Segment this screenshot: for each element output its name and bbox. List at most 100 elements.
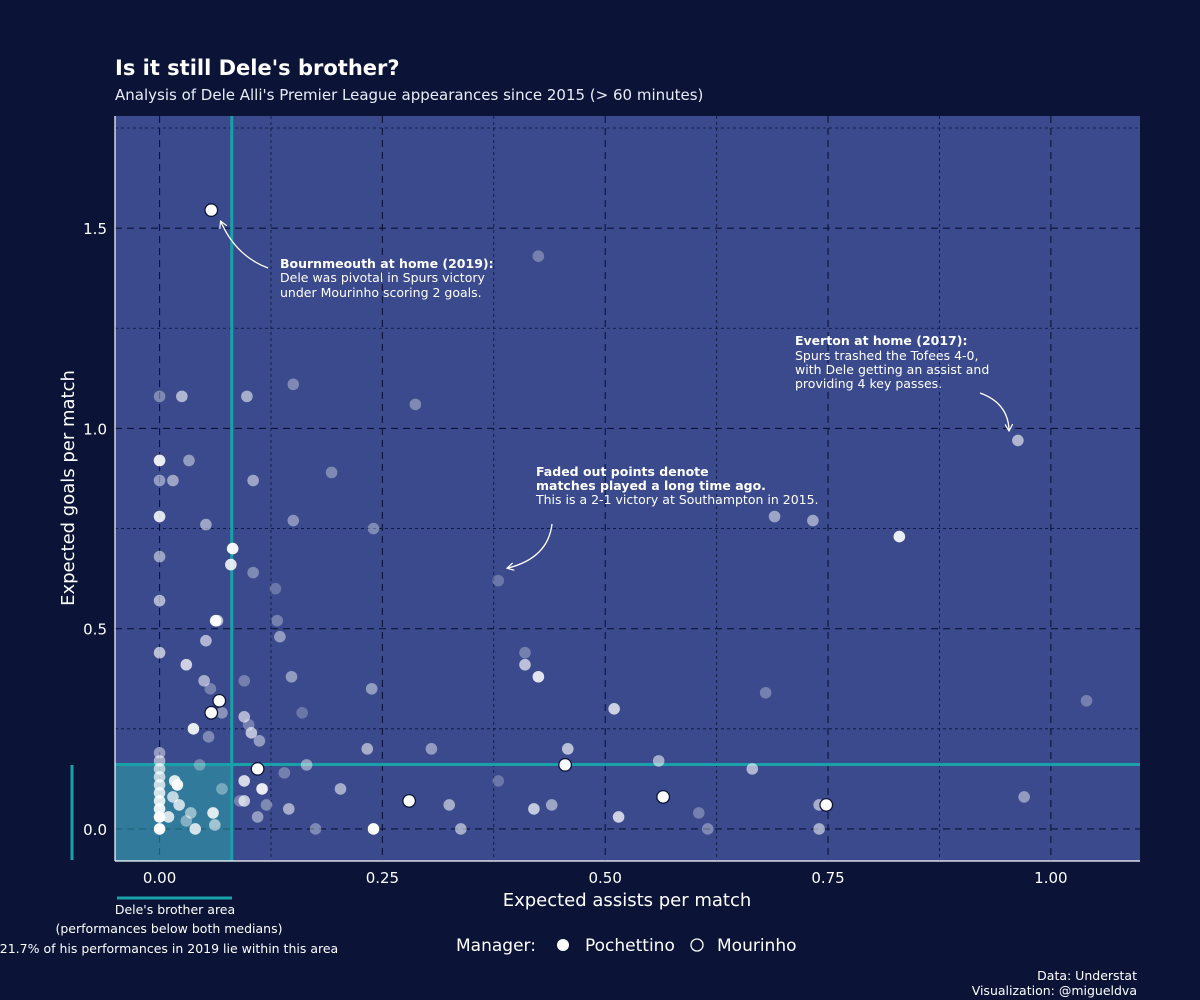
point-pochettino: [204, 682, 217, 695]
point-pochettino: [153, 747, 166, 759]
point-pochettino: [701, 823, 714, 835]
point-pochettino: [193, 759, 206, 771]
point-pochettino: [443, 799, 456, 811]
point-pochettino: [153, 594, 166, 607]
point-pochettino: [528, 803, 540, 815]
point-pochettino: [1080, 694, 1093, 707]
point-pochettino: [532, 250, 545, 262]
point-mourinho: [558, 757, 573, 772]
annotation-everton-arrow: [979, 392, 1009, 430]
point-pochettino: [247, 566, 259, 579]
point-pochettino: [153, 795, 166, 807]
point-pochettino: [153, 823, 166, 835]
legend-title: Manager:: [456, 936, 536, 956]
point-pochettino: [367, 522, 380, 535]
point-pochettino: [768, 510, 781, 523]
annotation-everton-line: Spurs trashed the Tofees 4-0,: [795, 348, 978, 363]
point-pochettino: [532, 670, 545, 683]
point-pochettino: [283, 803, 295, 815]
point-pochettino: [278, 767, 291, 779]
point-pochettino: [608, 702, 620, 715]
annotation-bournemouth-line: under Mourinho scoring 2 goals.: [280, 285, 482, 300]
point-pochettino: [274, 630, 286, 643]
legend-mourinho-label: Mourinho: [717, 936, 797, 956]
point-mourinho: [212, 693, 227, 708]
chart-title: Is it still Dele's brother?: [115, 56, 400, 80]
annotation-everton-title: Everton at home (2017):: [795, 333, 967, 348]
annotation-everton-line: providing 4 key passes.: [795, 376, 942, 391]
legend-mourinho-marker: [690, 938, 704, 952]
point-pochettino: [325, 466, 338, 479]
legend-pochettino-marker: [557, 939, 569, 951]
point-pochettino: [198, 674, 210, 687]
point-pochettino: [153, 803, 166, 815]
point-pochettino: [287, 378, 300, 391]
annotation-everton: Everton at home (2017): Spurs trashed th…: [795, 333, 1009, 430]
point-pochettino: [334, 783, 347, 795]
x-axis-label: Expected assists per match: [503, 890, 752, 911]
brothers-area-label: 21.7% of his performances in 2019 lie wi…: [0, 941, 338, 956]
point-pochettino: [184, 807, 197, 819]
point-pochettino: [173, 799, 185, 811]
y-tick-label: 1.0: [83, 420, 107, 438]
y-tick-label: 0.0: [83, 821, 107, 839]
point-pochettino: [153, 474, 166, 487]
point-mourinho: [204, 705, 219, 720]
legend-pochettino-label: Pochettino: [585, 936, 675, 956]
point-pochettino: [207, 807, 219, 819]
point-pochettino: [153, 390, 166, 403]
point-pochettino: [247, 474, 259, 487]
x-tick-label: 0.00: [143, 869, 176, 887]
point-pochettino: [271, 614, 284, 627]
axis-ticks: 0.00 0.25 0.50 0.75 1.00 0.0 0.5 1.0 1.5: [83, 220, 1067, 887]
annotation-faded-line: This is a 2-1 victory at Southampton in …: [535, 492, 819, 507]
point-pochettino: [245, 727, 258, 739]
point-pochettino: [492, 775, 505, 787]
annotation-bournemouth-arrow: [221, 222, 269, 269]
point-pochettino: [309, 823, 322, 835]
point-pochettino: [425, 743, 438, 755]
annotation-bournemouth-line: Dele was pivotal in Spurs victory: [280, 270, 485, 285]
point-pochettino: [153, 755, 166, 767]
point-pochettino: [200, 518, 212, 531]
point-pochettino: [209, 819, 221, 831]
annotation-everton-line: with Dele getting an assist and: [795, 362, 989, 377]
annotation-faded-title: matches played a long time ago.: [536, 478, 766, 493]
point-pochettino: [1018, 791, 1030, 803]
caption-credit: Visualization: @migueldva: [972, 983, 1137, 998]
x-tick-label: 0.25: [366, 869, 399, 887]
plot-panel: [115, 116, 1140, 861]
point-mourinho: [819, 797, 834, 812]
point-pochettino: [813, 823, 825, 835]
point-pochettino: [238, 674, 251, 687]
point-pochettino: [171, 779, 184, 791]
point-pochettino: [1012, 434, 1024, 447]
point-pochettino: [287, 514, 300, 527]
point-pochettino: [807, 514, 819, 527]
point-pochettino: [519, 658, 531, 671]
point-pochettino: [176, 390, 188, 403]
point-pochettino: [167, 474, 179, 487]
point-pochettino: [226, 542, 239, 555]
point-pochettino: [285, 670, 298, 683]
y-tick-label: 0.5: [83, 621, 107, 639]
point-pochettino: [153, 771, 166, 783]
legend: Manager: Pochettino Mourinho: [456, 936, 797, 956]
annotation-bournemouth-title: Bournmeouth at home (2019):: [280, 256, 494, 271]
point-pochettino: [153, 646, 166, 659]
y-tick-label: 1.5: [83, 220, 107, 238]
point-pochettino: [162, 811, 175, 823]
point-pochettino: [183, 454, 195, 467]
annotation-faded: Faded out points denote matches played a…: [508, 464, 819, 568]
point-pochettino: [455, 823, 467, 835]
point-pochettino: [153, 779, 166, 791]
point-pochettino: [652, 755, 665, 767]
point-pochettino: [746, 763, 759, 775]
point-pochettino: [365, 682, 378, 695]
point-pochettino: [256, 783, 268, 795]
point-pochettino: [409, 398, 422, 411]
point-pochettino: [153, 763, 166, 775]
chart-subtitle: Analysis of Dele Alli's Premier League a…: [115, 86, 704, 104]
